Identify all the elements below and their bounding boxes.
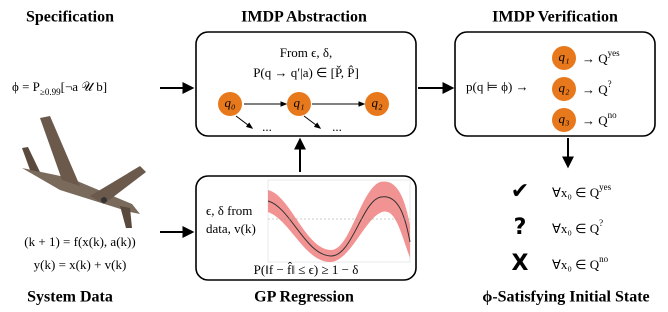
result-symbol: X <box>512 251 529 276</box>
result-text: ∀x₀ ∈ Qyes <box>552 182 612 200</box>
result-text: ∀x₀ ∈ Qno <box>552 254 609 272</box>
heading: IMDP Verification <box>492 9 618 26</box>
aircraft-image <box>22 116 146 228</box>
gp-bound: P(‖f − f̂‖ ≤ ϵ) ≥ 1 − δ <box>254 262 359 277</box>
abstraction-text: From ϵ, δ, <box>280 45 333 60</box>
heading: System Data <box>27 289 113 306</box>
text-part: ? <box>599 218 603 228</box>
diagram: Specification IMDP Abstraction IMDP Veri… <box>0 0 668 312</box>
text-part: yes <box>599 182 611 192</box>
text-part: ∀x₀ ∈ Q <box>552 221 600 236</box>
text-part: ∀x₀ ∈ Q <box>552 257 600 272</box>
gp-plot <box>268 180 410 262</box>
text-part: yes <box>608 48 620 58</box>
heading: IMDP Abstraction <box>241 9 367 26</box>
text-part: no <box>599 254 609 264</box>
heading: ϕ-Satisfying Initial State <box>482 289 649 306</box>
node-label: q₃ <box>558 111 569 126</box>
heading: GP Regression <box>254 289 354 306</box>
abstraction-text: P(q → q′|a) ∈ [P̌, P̂] <box>253 65 359 80</box>
target-set: → Q? <box>582 79 612 97</box>
system-equation: (k + 1) = f(x(k), a(k)) <box>24 234 135 249</box>
node-label: q₁ <box>558 49 569 64</box>
text-part: → Q <box>582 82 608 97</box>
text-part: ∀x₀ ∈ Q <box>552 185 600 200</box>
gp-text: ϵ, δ from <box>206 203 252 218</box>
text-part: no <box>608 110 618 120</box>
text-part: ? <box>608 79 612 89</box>
result-symbol: ? <box>514 215 527 240</box>
ellipsis: ... <box>332 119 342 134</box>
text-part: → Q <box>582 51 608 66</box>
node-label: q₀ <box>224 95 235 110</box>
system-equation: y(k) = x(k) + v(k) <box>34 257 127 272</box>
spec-formula: ϕ = P≥0.99[¬a 𝒰 b] <box>12 79 107 97</box>
text-part: ϕ = P <box>12 79 40 94</box>
text-part: ≥0.99 <box>40 87 61 97</box>
heading: Specification <box>26 9 114 26</box>
text-part: [¬a 𝒰 b] <box>61 79 107 94</box>
text-part: → Q <box>582 113 608 128</box>
node-label: q₂ <box>558 80 570 95</box>
result-text: ∀x₀ ∈ Q? <box>552 218 603 236</box>
result-symbol: ✔ <box>511 179 529 204</box>
query: p(q ⊨ ϕ) → <box>466 79 529 94</box>
node-label: q₂ <box>371 95 383 110</box>
node-label: q₁ <box>293 95 304 110</box>
gp-text: data, v(k) <box>206 221 256 236</box>
ellipsis: ... <box>262 119 272 134</box>
